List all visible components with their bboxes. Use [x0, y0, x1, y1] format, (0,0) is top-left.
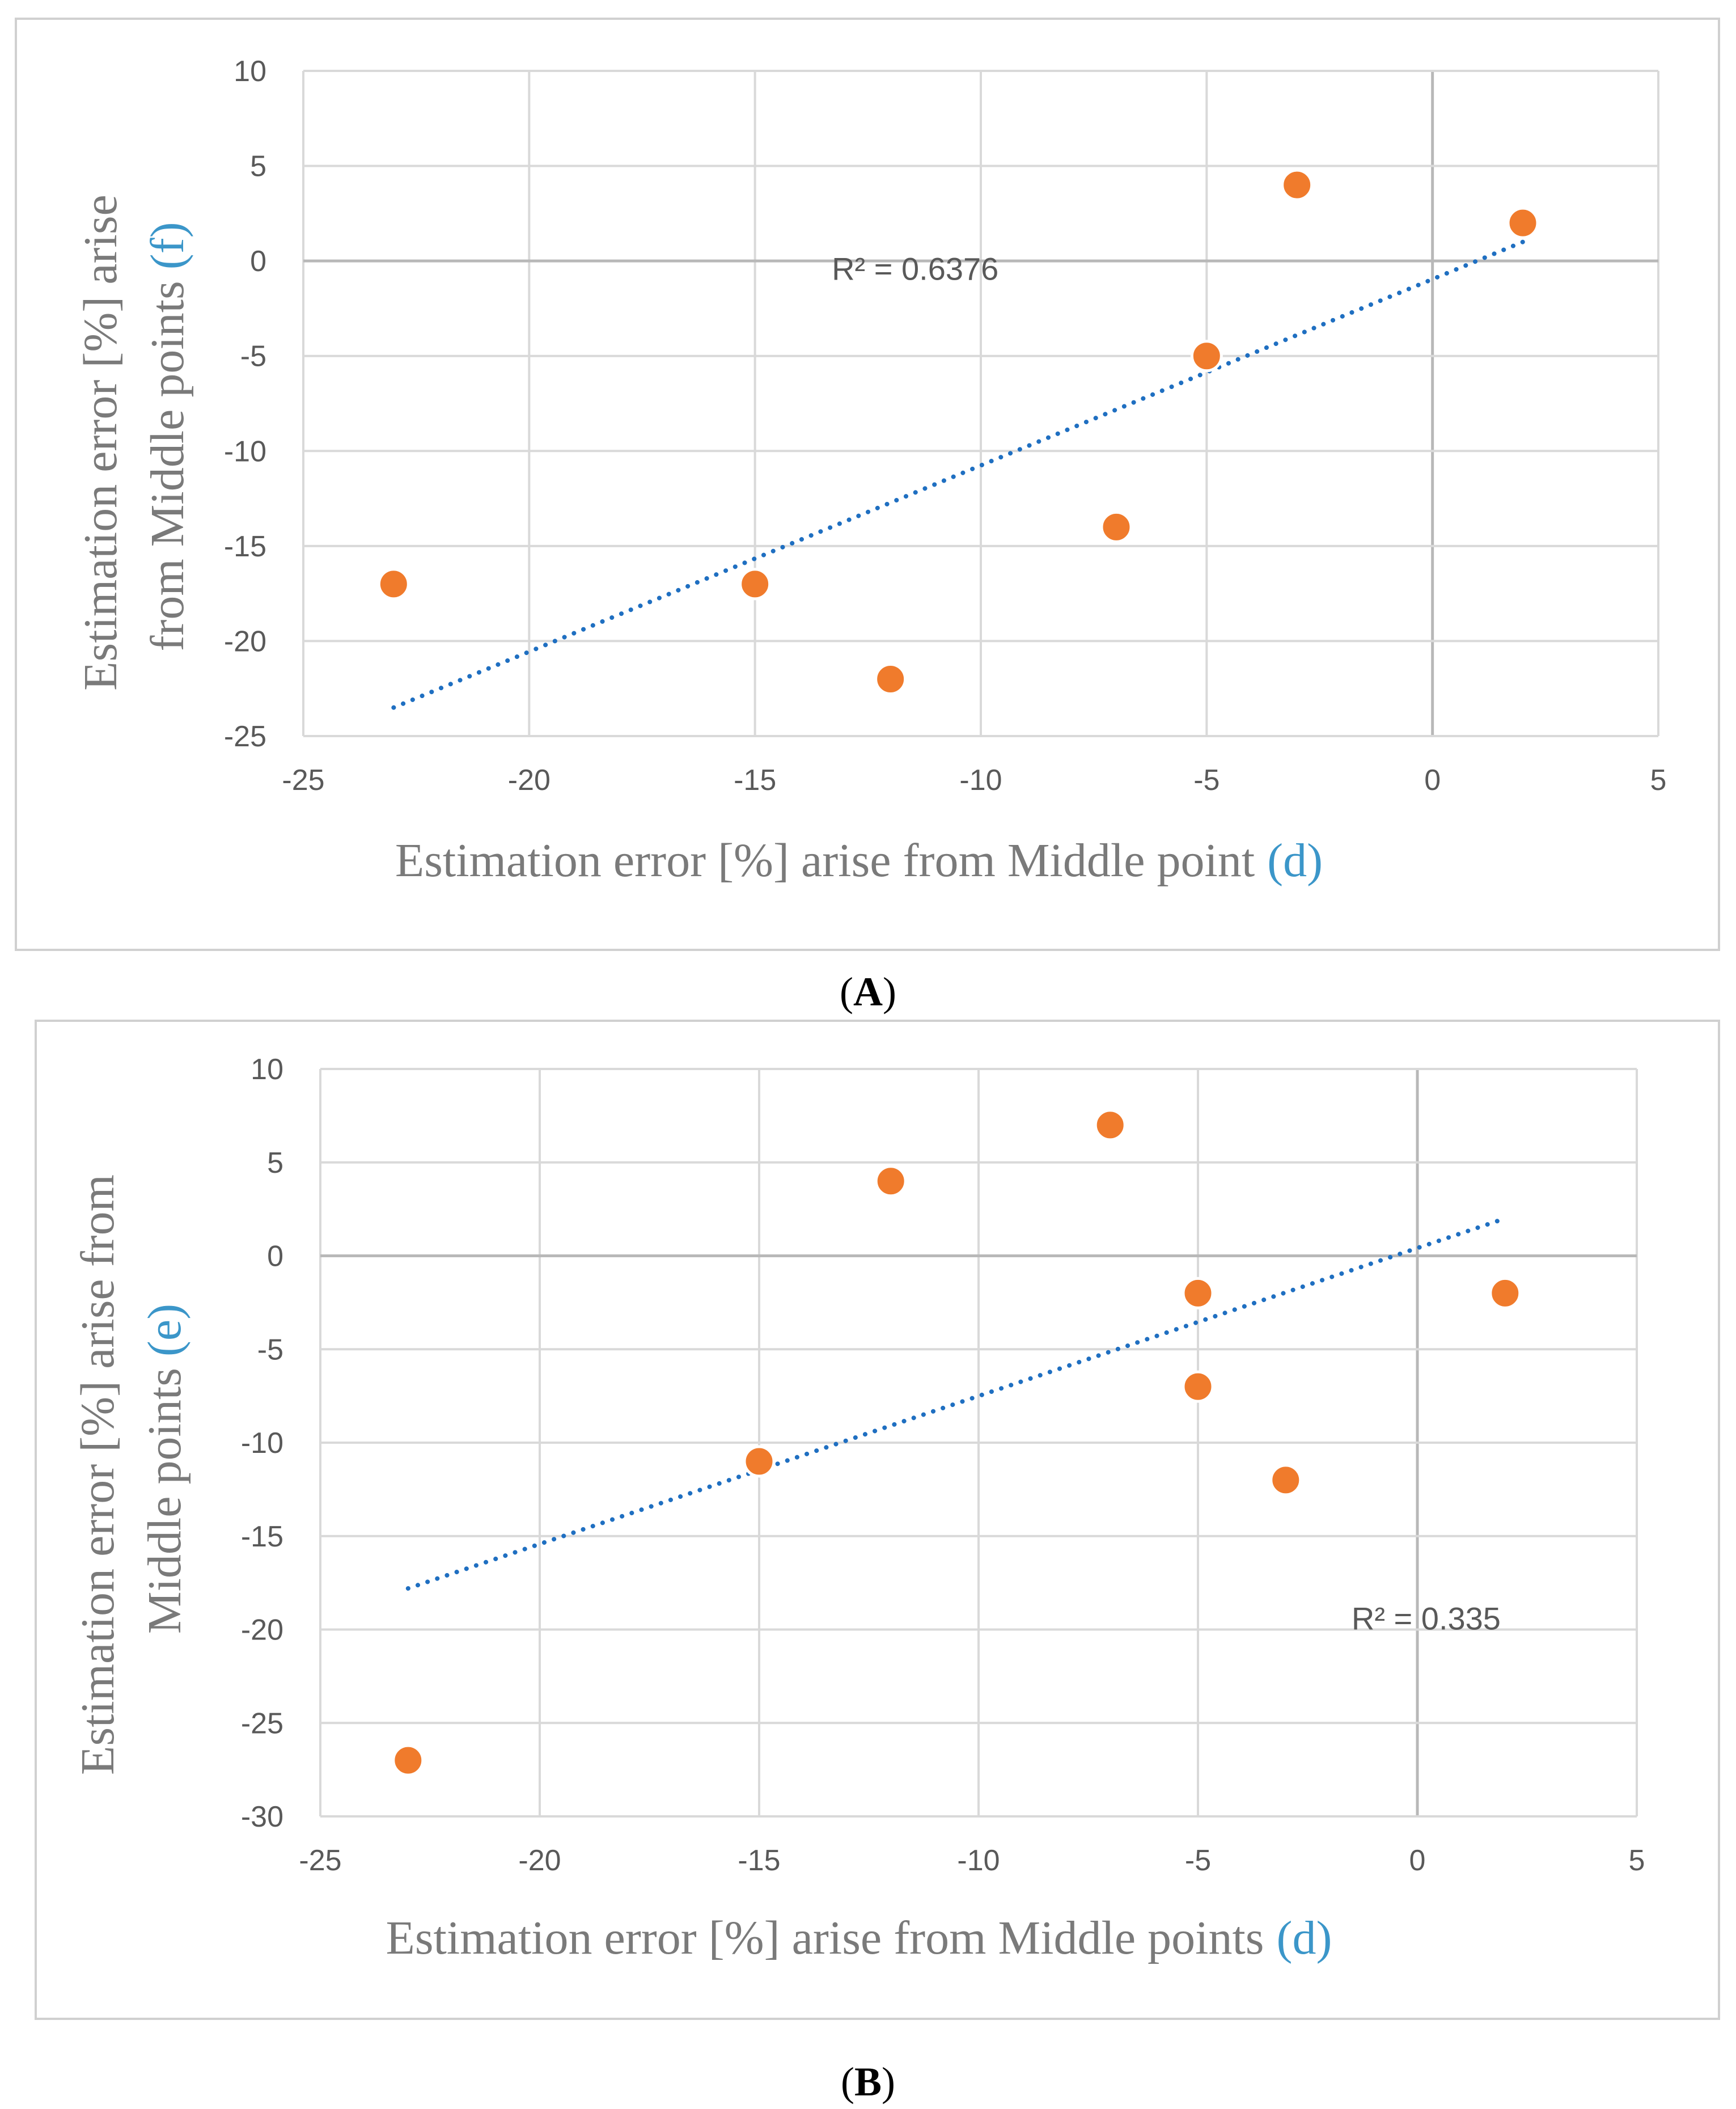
x-axis-label-a: Estimation error [%] arise from Middle p… [395, 834, 1323, 887]
x-axis-label-b: Estimation error [%] arise from Middle p… [386, 1912, 1332, 1964]
y-tick-label: -20 [241, 1614, 283, 1647]
y-tick-label: -15 [224, 530, 266, 563]
x-tick-label: 5 [1650, 764, 1667, 797]
y-axis-label-b: Estimation error [%] arise from Middle p… [71, 1163, 191, 1775]
grid-a [302, 70, 1659, 737]
data-point [1190, 340, 1223, 373]
y-tick-label: -15 [241, 1520, 283, 1553]
x-tick-label: -5 [1193, 764, 1220, 797]
chart-frame-a [15, 18, 1720, 951]
ticks-a: -25 -20 -15 -10 -5 0 5 10 5 0 -5 -10 -15 -20 -25 [224, 55, 1667, 797]
x-tick-label: -15 [734, 764, 776, 797]
x-tick-label: -25 [282, 764, 324, 797]
y-tick-label: -20 [224, 625, 266, 658]
chart-panel-a: -25 -20 -15 -10 -5 0 5 10 5 0 -5 -10 -15 -20 -25 R² = … [15, 18, 1720, 951]
y-tick-label: 10 [251, 1053, 283, 1086]
data-point [1281, 168, 1314, 201]
y-tick-label: 5 [250, 150, 266, 183]
data-point [874, 1165, 907, 1198]
y-tick-label: -30 [241, 1801, 283, 1833]
x-tick-label: -5 [1185, 1844, 1211, 1877]
r-squared-label-a: R² = 0.6376 [832, 251, 998, 287]
data-point [1100, 510, 1133, 543]
data-point [1182, 1277, 1214, 1309]
x-tick-label: -15 [738, 1844, 780, 1877]
x-tick-label: -20 [518, 1844, 561, 1877]
x-tick-label: -20 [508, 764, 551, 797]
data-point [377, 568, 410, 601]
chart-panel-b: -25 -20 -15 -10 -5 0 5 10 5 0 -5 -10 -15 -20 -25 -30 R²… [35, 1020, 1720, 2020]
data-point [1489, 1277, 1522, 1309]
chart-frame-b [35, 1020, 1720, 2020]
y-tick-label: 0 [267, 1240, 283, 1273]
y-tick-label: 5 [267, 1147, 283, 1180]
y-tick-label: -25 [241, 1707, 283, 1740]
y-tick-label: -5 [257, 1333, 283, 1366]
ticks-b: -25 -20 -15 -10 -5 0 5 10 5 0 -5 -10 -15 -20 -25 -30 [241, 1053, 1645, 1877]
trendline-a [391, 239, 1525, 710]
x-tick-label: -10 [957, 1844, 1000, 1877]
y-tick-label: -5 [240, 340, 266, 373]
y-tick-label: -10 [224, 435, 266, 468]
y-tick-label: 0 [250, 245, 266, 278]
x-tick-label: 5 [1629, 1844, 1645, 1877]
points-b [392, 1109, 1522, 1777]
y-axis-label-a: Estimation error [%] arise from Middle p… [74, 183, 194, 691]
y-tick-label: -25 [224, 720, 266, 753]
r-squared-label-b: R² = 0.335 [1352, 1601, 1501, 1637]
data-point [392, 1744, 425, 1777]
y-tick-label: -10 [241, 1427, 283, 1460]
trendline-b [405, 1216, 1508, 1591]
x-tick-label: -10 [959, 764, 1002, 797]
data-point [739, 568, 772, 601]
x-tick-label: 0 [1409, 1844, 1426, 1877]
panel-label-a: (A) [840, 969, 896, 1015]
x-tick-label: 0 [1424, 764, 1441, 797]
points-a [377, 168, 1539, 695]
data-point [874, 662, 907, 695]
panel-label-b: (B) [841, 2059, 895, 2104]
data-point [1506, 206, 1539, 239]
y-tick-label: 10 [234, 55, 266, 88]
x-tick-label: -25 [299, 1844, 341, 1877]
grid-b [319, 1068, 1638, 1818]
data-point [1182, 1370, 1214, 1403]
data-point [743, 1445, 776, 1478]
data-point [1269, 1464, 1302, 1497]
data-point [1094, 1109, 1127, 1142]
